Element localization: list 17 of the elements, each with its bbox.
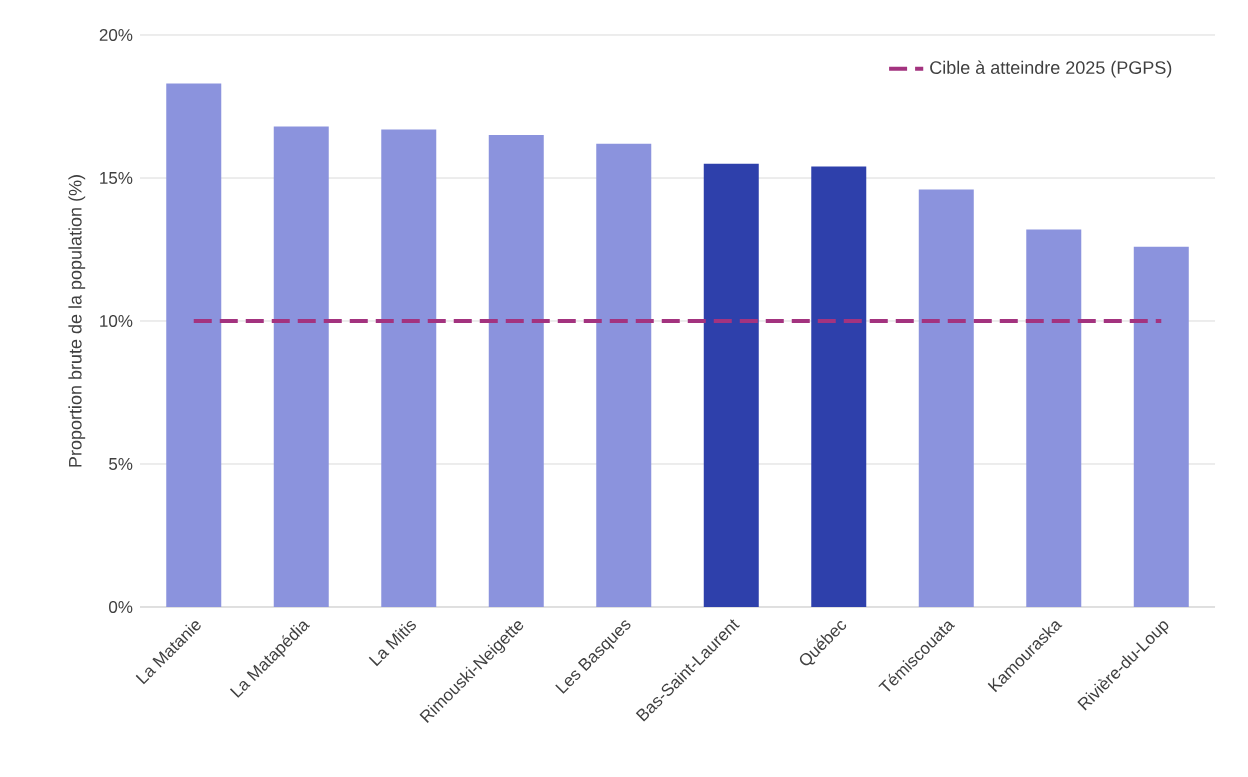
bar (381, 129, 437, 607)
bar (1026, 229, 1082, 607)
bar (918, 189, 974, 607)
bar (488, 135, 544, 607)
y-tick-label: 0% (109, 600, 133, 614)
bar (1133, 246, 1189, 607)
bar (811, 166, 867, 607)
y-axis-title: Proportion brute de la population (%) (68, 175, 86, 467)
y-tick-label: 5% (109, 458, 133, 470)
y-tick-label: 10% (100, 314, 133, 328)
bar (166, 83, 222, 607)
y-tick-label: 20% (99, 28, 133, 42)
bar (703, 163, 759, 607)
y-tick-label: 15% (100, 172, 133, 184)
bar (273, 126, 329, 607)
legend-label: Cible à atteindre 2025 (PGPS) (930, 60, 1172, 78)
bar (596, 143, 652, 607)
